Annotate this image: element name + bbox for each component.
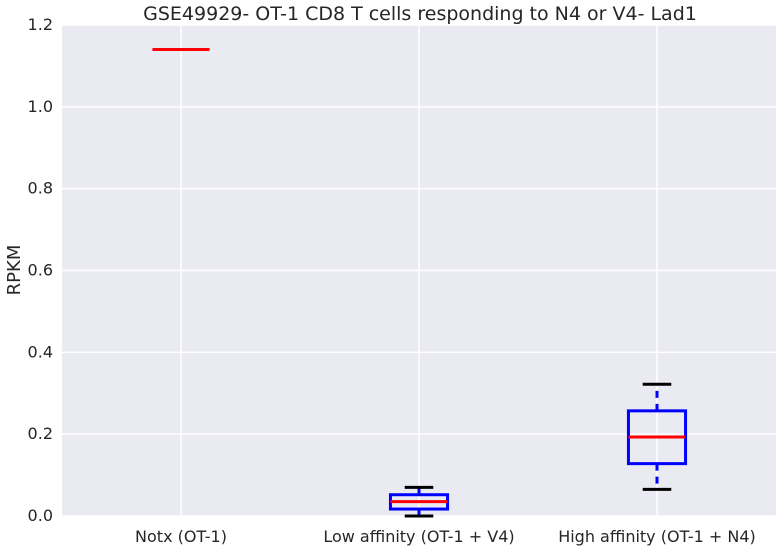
y-tick-label: 0.2 [28, 424, 53, 443]
box-series [152, 48, 688, 518]
y-tick-label: 0.0 [28, 506, 53, 525]
y-tick-label: 0.4 [28, 342, 53, 361]
box-group [388, 485, 450, 518]
y-tick-label: 1.0 [28, 97, 53, 116]
y-tick-label: 1.2 [28, 15, 53, 34]
y-tick-labels: 0.0 0.2 0.4 0.6 0.8 1.0 1.2 [28, 15, 53, 525]
x-tick-label: High affinity (OT-1 + N4) [558, 527, 756, 546]
x-tick-label: Notx (OT-1) [135, 527, 227, 546]
y-tick-label: 0.8 [28, 179, 53, 198]
box-group [626, 382, 688, 491]
chart-title: GSE49929- OT-1 CD8 T cells responding to… [143, 3, 697, 25]
y-axis-label: RPKM [4, 245, 25, 296]
y-tick-label: 0.6 [28, 261, 53, 280]
grid-lines [62, 24, 776, 517]
x-tick-label: Low affinity (OT-1 + V4) [323, 527, 514, 546]
x-tick-labels: Notx (OT-1) Low affinity (OT-1 + V4) High … [135, 527, 756, 546]
